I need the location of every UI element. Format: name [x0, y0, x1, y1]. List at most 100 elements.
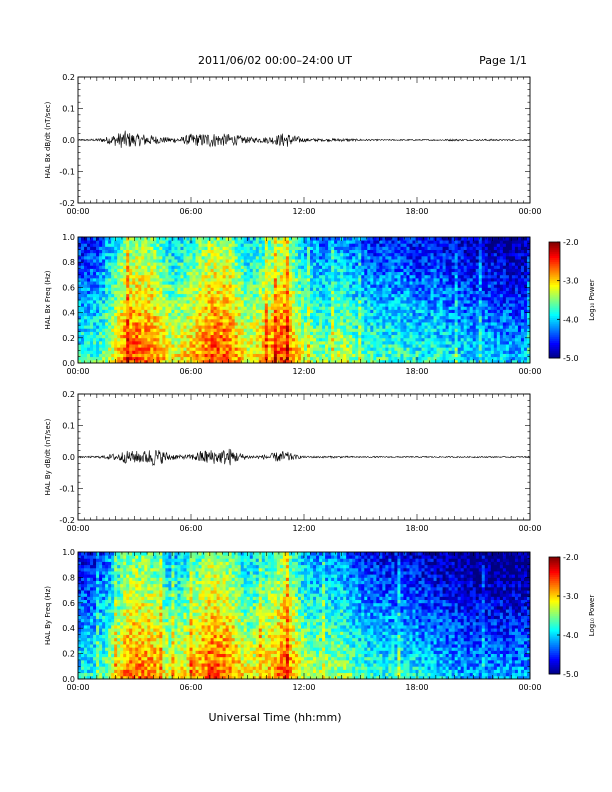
heatmap-cell — [258, 325, 263, 329]
heatmap-cell — [255, 322, 260, 326]
heatmap-cell — [225, 287, 230, 291]
heatmap-cell — [138, 309, 142, 313]
heatmap-cell — [102, 331, 106, 336]
heatmap-cell — [153, 290, 157, 295]
heatmap-cell — [355, 334, 359, 339]
heatmap-cell — [246, 252, 251, 257]
heatmap-cell — [291, 268, 296, 273]
heatmap-cell — [135, 350, 139, 354]
heatmap-cell — [180, 337, 184, 342]
heatmap-cell — [216, 353, 221, 358]
heatmap-cell — [180, 252, 184, 257]
heatmap-cell — [376, 350, 380, 354]
heatmap-cell — [376, 300, 380, 304]
heatmap-cell — [267, 246, 272, 250]
heatmap-cell — [84, 331, 88, 336]
heatmap-cell — [96, 344, 100, 348]
heatmap-cell — [81, 246, 85, 250]
heatmap-cell — [186, 331, 190, 336]
heatmap-cell — [370, 309, 374, 313]
heatmap-cell — [147, 252, 151, 257]
heatmap-cell — [105, 337, 109, 342]
heatmap-cell — [222, 331, 227, 336]
heatmap-cell — [334, 315, 338, 320]
heatmap-cell — [385, 331, 389, 336]
heatmap-cell — [352, 322, 356, 326]
heatmap-cell — [78, 246, 82, 250]
heatmap-cell — [273, 249, 278, 254]
heatmap-cell — [294, 287, 299, 291]
heatmap-cell — [406, 306, 410, 310]
heatmap-cell — [138, 300, 142, 304]
heatmap-cell — [352, 265, 356, 269]
heatmap-cell — [231, 303, 236, 307]
heatmap-cell — [120, 290, 124, 295]
heatmap-cell — [343, 287, 347, 291]
heatmap-cell — [285, 262, 290, 266]
heatmap-cell — [132, 337, 136, 342]
heatmap-cell — [207, 322, 211, 326]
heatmap-cell — [352, 315, 356, 320]
heatmap-cell — [183, 340, 187, 345]
heatmap-cell — [424, 347, 428, 351]
heatmap-cell — [316, 353, 320, 358]
heatmap-cell — [222, 322, 227, 326]
heatmap-cell — [183, 344, 187, 348]
heatmap-cell — [391, 246, 395, 250]
heatmap-cell — [183, 328, 187, 332]
heatmap-cell — [322, 271, 326, 276]
heatmap-cell — [427, 315, 431, 320]
heatmap-cell — [282, 296, 287, 301]
heatmap-cell — [325, 350, 329, 354]
heatmap-cell — [252, 296, 257, 301]
heatmap-cell — [162, 281, 166, 285]
heatmap-cell — [412, 309, 416, 313]
heatmap-cell — [90, 262, 94, 266]
heatmap-cell — [216, 249, 221, 254]
heatmap-cell — [150, 315, 154, 320]
heatmap-cell — [204, 287, 208, 291]
heatmap-cell — [195, 296, 199, 301]
heatmap-cell — [409, 331, 413, 336]
heatmap-cell — [424, 274, 428, 279]
heatmap-cell — [270, 246, 275, 250]
heatmap-cell — [144, 249, 148, 254]
heatmap-cell — [198, 340, 202, 345]
heatmap-cell — [177, 281, 181, 285]
heatmap-cell — [171, 347, 175, 351]
heatmap-cell — [331, 340, 335, 345]
heatmap-cell — [93, 318, 97, 323]
heatmap-cell — [310, 240, 314, 244]
heatmap-cell — [90, 252, 94, 257]
heatmap-cell — [367, 274, 371, 279]
heatmap-cell — [334, 356, 338, 361]
heatmap-cell — [126, 240, 130, 244]
heatmap-cell — [216, 277, 221, 282]
heatmap-cell — [129, 347, 133, 351]
heatmap-cell — [171, 322, 175, 326]
heatmap-cell — [228, 243, 233, 247]
heatmap-cell — [322, 350, 326, 354]
heatmap-cell — [165, 287, 169, 291]
heatmap-cell — [418, 318, 422, 323]
heatmap-cell — [186, 350, 190, 354]
heatmap-cell — [400, 265, 404, 269]
heatmap-cell — [394, 331, 398, 336]
heatmap-cell — [78, 284, 82, 288]
heatmap-cell — [126, 318, 130, 323]
heatmap-cell — [279, 359, 284, 364]
heatmap-cell — [183, 243, 187, 247]
heatmap-cell — [337, 274, 341, 279]
heatmap-cell — [304, 322, 308, 326]
heatmap-cell — [421, 274, 425, 279]
heatmap-cell — [325, 309, 329, 313]
heatmap-cell — [108, 281, 112, 285]
heatmap-cell — [90, 312, 94, 317]
heatmap-cell — [379, 259, 383, 263]
heatmap-cell — [234, 287, 239, 291]
heatmap-cell — [216, 259, 221, 263]
heatmap-cell — [385, 243, 389, 247]
heatmap-cell — [222, 303, 227, 307]
heatmap-cell — [246, 293, 251, 298]
heatmap-cell — [81, 306, 85, 310]
